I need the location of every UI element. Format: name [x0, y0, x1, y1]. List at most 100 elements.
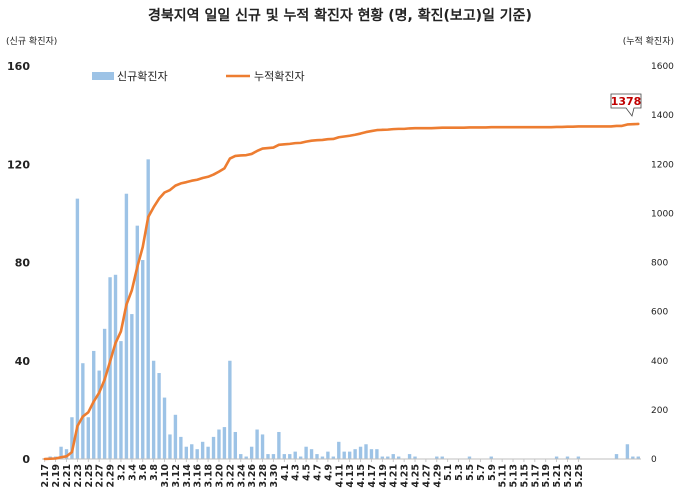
x-tick-label: 3.18 — [204, 464, 215, 488]
bar — [407, 454, 412, 459]
x-tick-label: 2.29 — [106, 464, 117, 487]
x-tick-label: 5.21 — [552, 464, 563, 487]
y-right-tick-label: 1600 — [651, 62, 674, 72]
bar — [92, 350, 96, 459]
y-left-tick-label: 120 — [7, 158, 30, 171]
bar — [124, 193, 129, 459]
y-right-tick-label: 1200 — [651, 160, 674, 170]
x-tick-label: 3.16 — [193, 464, 204, 488]
x-tick-label: 4.5 — [302, 464, 313, 481]
bar — [255, 429, 259, 459]
bar — [435, 456, 439, 459]
bar — [342, 451, 346, 459]
x-tick-label: 2.23 — [73, 464, 84, 487]
x-tick-label: 5.7 — [476, 464, 487, 481]
x-tick-label: 5.3 — [454, 464, 465, 481]
x-tick-label: 4.25 — [411, 464, 422, 487]
x-tick-label: 3.12 — [171, 464, 182, 487]
x-tick-label: 4.13 — [345, 464, 356, 487]
chart-title: 경북지역 일일 신규 및 누적 확진자 현황 (명, 확진(보고)일 기준) — [148, 7, 532, 24]
bar — [64, 449, 69, 459]
x-tick-label: 3.30 — [269, 464, 280, 488]
bar — [130, 314, 134, 459]
x-tick-label: 5.25 — [574, 464, 585, 487]
x-tick-label: 4.15 — [356, 464, 367, 487]
x-tick-label: 5.11 — [498, 464, 509, 487]
x-tick-label: 4.3 — [291, 464, 302, 481]
bar — [146, 159, 150, 459]
bar — [353, 449, 357, 459]
bar — [162, 397, 167, 459]
bar-series-new-cases — [48, 159, 640, 459]
x-tick-label: 5.5 — [465, 464, 476, 481]
y-left-tick-label: 80 — [15, 257, 31, 270]
x-tick-label: 4.17 — [367, 464, 378, 487]
x-tick-label: 4.21 — [389, 464, 400, 487]
bar — [631, 456, 635, 459]
x-tick-label: 5.17 — [530, 464, 541, 487]
x-tick-label: 5.15 — [519, 464, 530, 487]
y-right-tick-label: 200 — [651, 406, 668, 416]
bar — [396, 456, 401, 459]
bar — [195, 449, 199, 459]
right-axis-unit-label: (누적 확진자) — [623, 35, 674, 47]
bar — [576, 456, 581, 459]
bar — [200, 441, 205, 459]
bar — [636, 456, 640, 459]
x-tick-label: 4.11 — [334, 464, 345, 487]
x-tick-label: 4.29 — [432, 464, 443, 487]
bar — [168, 434, 172, 459]
legend-label-cumulative: 누적확진자 — [254, 70, 305, 83]
x-tick-label: 3.26 — [247, 464, 258, 488]
bar — [331, 456, 336, 459]
x-tick-label: 3.6 — [138, 464, 149, 481]
bar — [380, 456, 385, 459]
bar — [271, 454, 276, 459]
bar — [391, 454, 395, 459]
y-left-tick-label: 0 — [22, 453, 30, 466]
bar — [386, 456, 390, 459]
bar — [266, 454, 270, 459]
bar — [249, 446, 254, 459]
bar — [320, 456, 325, 459]
x-tick-label: 3.2 — [116, 464, 127, 481]
bar — [347, 451, 352, 459]
right-y-axis: 0 200 400 600 800 1000 1200 1400 1600 — [651, 62, 674, 465]
x-tick-label: 3.4 — [127, 464, 138, 481]
bar — [625, 444, 630, 459]
bar — [309, 449, 314, 459]
x-tick-label: 3.22 — [225, 464, 236, 487]
y-right-tick-label: 1000 — [651, 209, 674, 219]
bar — [489, 456, 493, 459]
y-right-tick-label: 800 — [651, 259, 668, 269]
bar — [260, 434, 265, 459]
bar — [157, 373, 161, 459]
y-left-tick-label: 40 — [15, 355, 31, 368]
x-tick-label: 5.9 — [487, 464, 498, 481]
legend-label-new-cases: 신규확진자 — [117, 70, 168, 83]
x-tick-label: 2.27 — [95, 464, 106, 487]
bar — [113, 274, 118, 459]
bar — [206, 446, 210, 459]
bar — [184, 446, 188, 459]
bar — [228, 360, 232, 459]
callout-box — [610, 93, 642, 117]
bar — [369, 449, 374, 459]
y-right-tick-label: 600 — [651, 308, 668, 318]
bar — [304, 446, 308, 459]
bar — [179, 436, 183, 459]
bar — [151, 360, 156, 459]
y-right-tick-label: 0 — [651, 455, 657, 465]
final-value-callout: 1378 — [610, 93, 642, 117]
bar — [217, 429, 221, 459]
y-right-tick-label: 400 — [651, 357, 668, 367]
x-tick-label: 3.24 — [236, 464, 247, 488]
x-axis: 2.17 2.19 2.21 2.23 2.25 2.27 2.29 3.2 3.4 3.6 3.8… — [40, 459, 585, 487]
bar — [70, 417, 74, 459]
bar — [326, 451, 330, 459]
bar — [81, 363, 85, 459]
x-tick-label: 4.1 — [280, 464, 291, 481]
bar — [233, 431, 238, 459]
